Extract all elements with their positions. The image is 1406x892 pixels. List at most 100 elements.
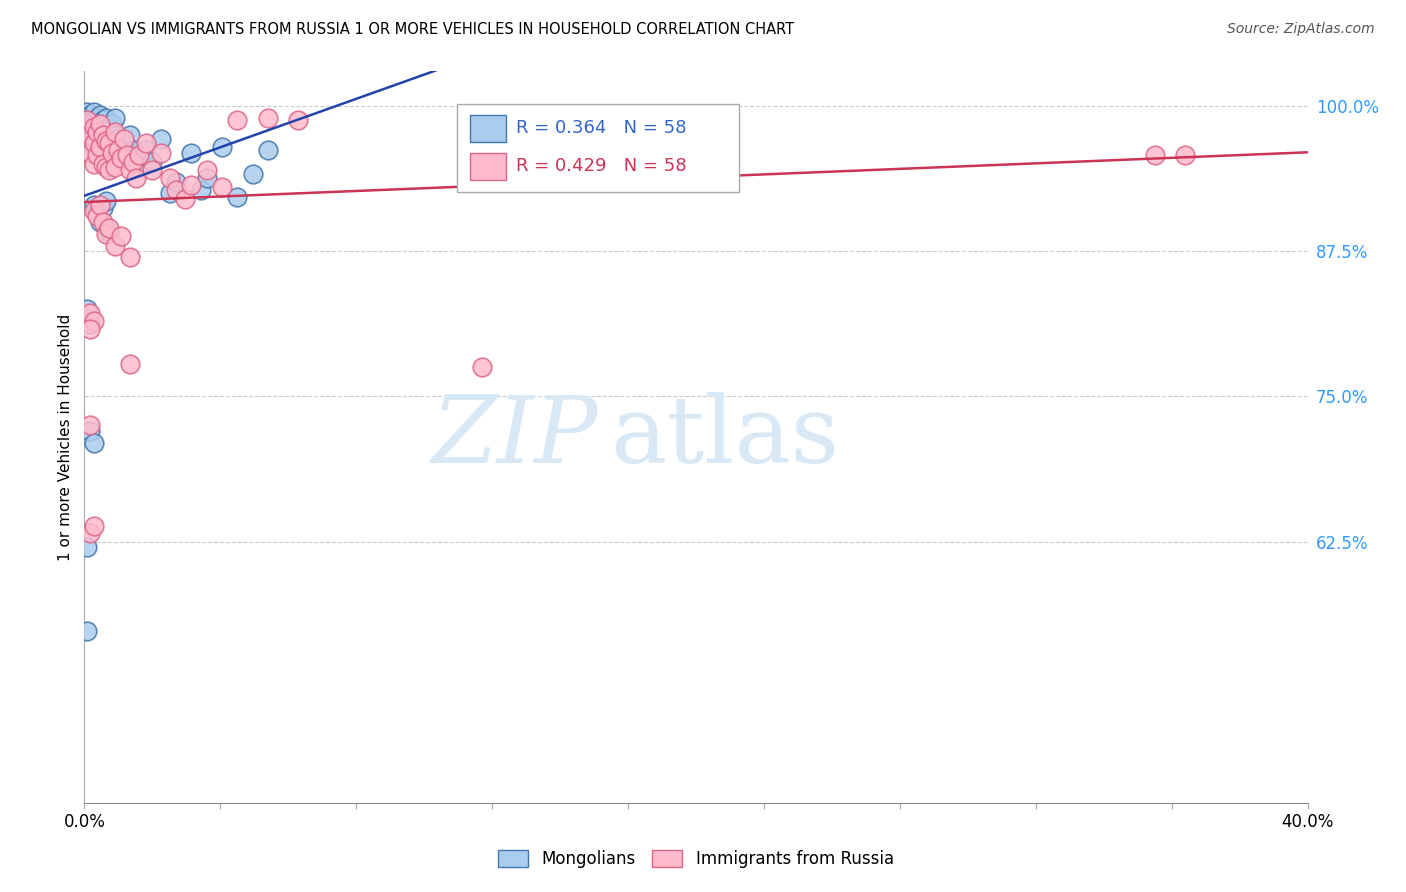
Point (112, 131, 135, 145)
Point (83, 136, 105, 151)
Point (159, 186, 181, 201)
Point (83, 140, 105, 154)
Point (195, 163, 218, 178)
Point (91, 202, 114, 216)
FancyBboxPatch shape (457, 104, 738, 192)
Point (83, 125, 105, 139)
Point (125, 152, 148, 166)
Point (83, 436, 105, 450)
Point (76, 302, 98, 317)
Point (79, 306, 101, 320)
Point (89, 117, 111, 131)
Point (135, 144, 157, 158)
Point (89, 120, 111, 134)
Point (86, 148, 108, 162)
Point (190, 183, 212, 197)
Point (180, 145, 202, 160)
Point (1174, 148, 1197, 162)
Point (91, 128, 114, 143)
Point (89, 140, 111, 154)
Point (110, 148, 132, 162)
Point (91, 144, 114, 158)
Point (101, 117, 124, 131)
Point (110, 152, 132, 166)
Point (83, 120, 105, 134)
Point (104, 111, 127, 125)
Point (86, 210, 108, 224)
Point (94, 125, 117, 139)
Point (104, 125, 127, 139)
Point (211, 140, 233, 154)
Point (76, 541, 98, 555)
Point (159, 171, 181, 186)
Point (107, 131, 129, 145)
Point (101, 131, 124, 145)
Point (79, 145, 101, 160)
Point (76, 113, 98, 128)
Point (226, 113, 249, 128)
Point (89, 108, 111, 122)
Point (128, 148, 150, 162)
Point (89, 134, 111, 148)
Text: ZIP: ZIP (432, 392, 598, 482)
Bar (470, 114, 506, 143)
Point (83, 113, 105, 128)
Point (97, 134, 120, 148)
Text: R = 0.364   N = 58: R = 0.364 N = 58 (516, 119, 686, 136)
Point (86, 122, 108, 136)
Point (128, 160, 150, 174)
Point (91, 157, 114, 171)
Point (86, 206, 108, 220)
Point (83, 157, 105, 171)
Point (89, 198, 111, 212)
Point (97, 163, 120, 178)
Point (115, 145, 138, 160)
Point (107, 144, 129, 158)
Point (86, 136, 108, 151)
Point (165, 175, 187, 189)
Text: Source: ZipAtlas.com: Source: ZipAtlas.com (1227, 22, 1375, 37)
Point (122, 144, 145, 158)
Text: MONGOLIAN VS IMMIGRANTS FROM RUSSIA 1 OR MORE VEHICLES IN HOUSEHOLD CORRELATION : MONGOLIAN VS IMMIGRANTS FROM RUSSIA 1 OR… (31, 22, 794, 37)
Point (86, 111, 108, 125)
Point (79, 418, 101, 433)
Point (112, 136, 135, 151)
Point (94, 111, 117, 125)
Point (149, 145, 172, 160)
Point (86, 125, 108, 139)
Bar (470, 153, 506, 180)
Point (195, 171, 218, 186)
Point (83, 519, 105, 533)
Point (94, 227, 117, 241)
Point (257, 111, 280, 125)
Point (180, 178, 202, 193)
Point (115, 148, 138, 162)
Point (79, 131, 101, 145)
Point (89, 215, 111, 229)
Point (120, 357, 142, 371)
Point (94, 194, 117, 209)
Point (211, 180, 233, 194)
Point (120, 250, 142, 264)
Point (135, 136, 157, 151)
Point (79, 526, 101, 541)
Point (174, 192, 197, 206)
Point (149, 131, 172, 145)
Point (120, 163, 142, 178)
Point (79, 117, 101, 131)
Point (1143, 148, 1166, 162)
Point (141, 155, 163, 169)
Point (79, 128, 101, 143)
Point (79, 424, 101, 438)
Point (226, 190, 249, 204)
Point (97, 221, 120, 235)
Point (91, 128, 114, 143)
Point (83, 314, 105, 328)
Point (141, 163, 163, 178)
Point (165, 183, 187, 197)
Point (110, 229, 132, 244)
Point (97, 120, 120, 134)
Point (122, 155, 145, 169)
Point (120, 128, 142, 143)
Legend: Mongolians, Immigrants from Russia: Mongolians, Immigrants from Russia (492, 844, 900, 875)
